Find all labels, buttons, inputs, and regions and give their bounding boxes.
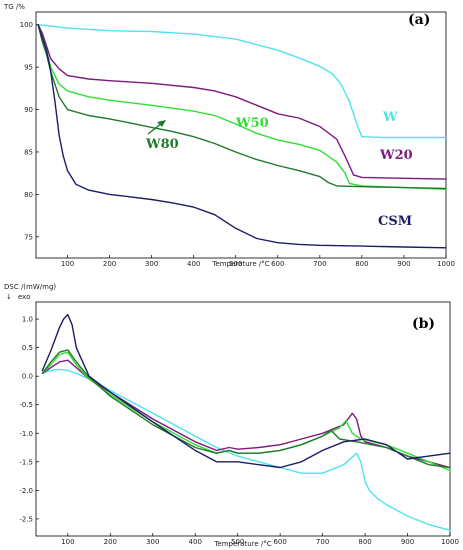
dsc-xtick-label: 400 <box>189 538 202 546</box>
tg-line-w80 <box>37 24 447 190</box>
tg-ytick-label: 90 <box>24 106 33 114</box>
dsc-line-w80 <box>41 349 451 469</box>
dsc-ytick-label: -1.0 <box>19 430 33 438</box>
tg-ytick-label: 95 <box>24 64 33 72</box>
dsc-ytick-label: -2.0 <box>19 487 33 495</box>
tg-xtick-label: 600 <box>271 260 284 268</box>
dsc-exo-label: exo <box>18 293 30 301</box>
dsc-xtick-label: 900 <box>401 538 414 546</box>
tg-line-csm <box>37 24 447 249</box>
dsc-ytick-label: 1.0 <box>22 316 33 324</box>
dsc-xtick-label: 300 <box>146 538 159 546</box>
tg-xtick-label: 400 <box>187 260 200 268</box>
label-csm: CSM <box>378 214 412 229</box>
dsc-line-w20 <box>41 359 451 469</box>
tg-ytick-label: 85 <box>24 148 33 156</box>
tg-line-w50 <box>37 24 447 191</box>
label-w20: W20 <box>379 148 413 163</box>
tg-xtick-label: 700 <box>313 260 326 268</box>
tg-ytick-label: 75 <box>24 233 33 241</box>
tg-xtick-label: 300 <box>145 260 158 268</box>
dsc-xtick-label: 600 <box>273 538 286 546</box>
tg-line-w <box>37 24 447 139</box>
dsc-line-csm <box>41 313 451 469</box>
dsc-xlabel: Temperature /°C <box>213 540 271 548</box>
tg-panel: TG /% (a) 75 80 85 90 95 100 100 200 300 400 500 6… <box>3 3 455 268</box>
tg-xtick-label: 100 <box>61 260 74 268</box>
dsc-ylabel: DSC /(mW/mg) <box>4 283 56 291</box>
tg-ytick-label: 80 <box>24 191 33 199</box>
tg-xtick-label: 500 <box>229 260 242 268</box>
tg-xtick-label: 1000 <box>437 260 455 268</box>
tg-xtick-label: 900 <box>397 260 410 268</box>
panel-label-a: (a) <box>408 12 430 28</box>
tg-xlabel: Temperature /°C <box>211 260 269 268</box>
dsc-xtick-label: 700 <box>316 538 329 546</box>
panel-label-b: (b) <box>412 316 435 332</box>
dsc-ytick-label: -2.5 <box>19 515 33 523</box>
label-w: W <box>382 110 398 125</box>
dsc-xtick-label: 200 <box>104 538 117 546</box>
dsc-ytick-label: 0.0 <box>22 373 33 381</box>
dsc-line-w <box>41 368 451 531</box>
tg-line-w20 <box>37 24 447 180</box>
label-w50: W50 <box>235 116 269 131</box>
dsc-xtick-label: 1000 <box>441 538 459 546</box>
dsc-ytick-label: 0.5 <box>22 344 33 352</box>
tg-ytick-label: 100 <box>20 21 33 29</box>
tg-ylabel: TG /% <box>3 3 25 11</box>
dsc-xtick-label: 500 <box>231 538 244 546</box>
dsc-panel: DSC /(mW/mg) ↓ exo (b) -2.5 -2.0 -1.5 -1.0 -… <box>4 283 459 548</box>
dsc-ytick-label: -0.5 <box>19 401 33 409</box>
dsc-plot-frame <box>35 301 451 537</box>
exo-arrow-icon: ↓ <box>6 293 12 301</box>
tg-xtick-label: 200 <box>103 260 116 268</box>
w80-arrow-icon <box>147 120 166 135</box>
dsc-ytick-label: -1.5 <box>19 458 33 466</box>
label-w80: W80 <box>145 137 179 152</box>
dsc-xtick-label: 100 <box>61 538 74 546</box>
tg-plot-frame <box>35 11 447 259</box>
dsc-xtick-label: 800 <box>358 538 371 546</box>
tg-xtick-label: 800 <box>355 260 368 268</box>
